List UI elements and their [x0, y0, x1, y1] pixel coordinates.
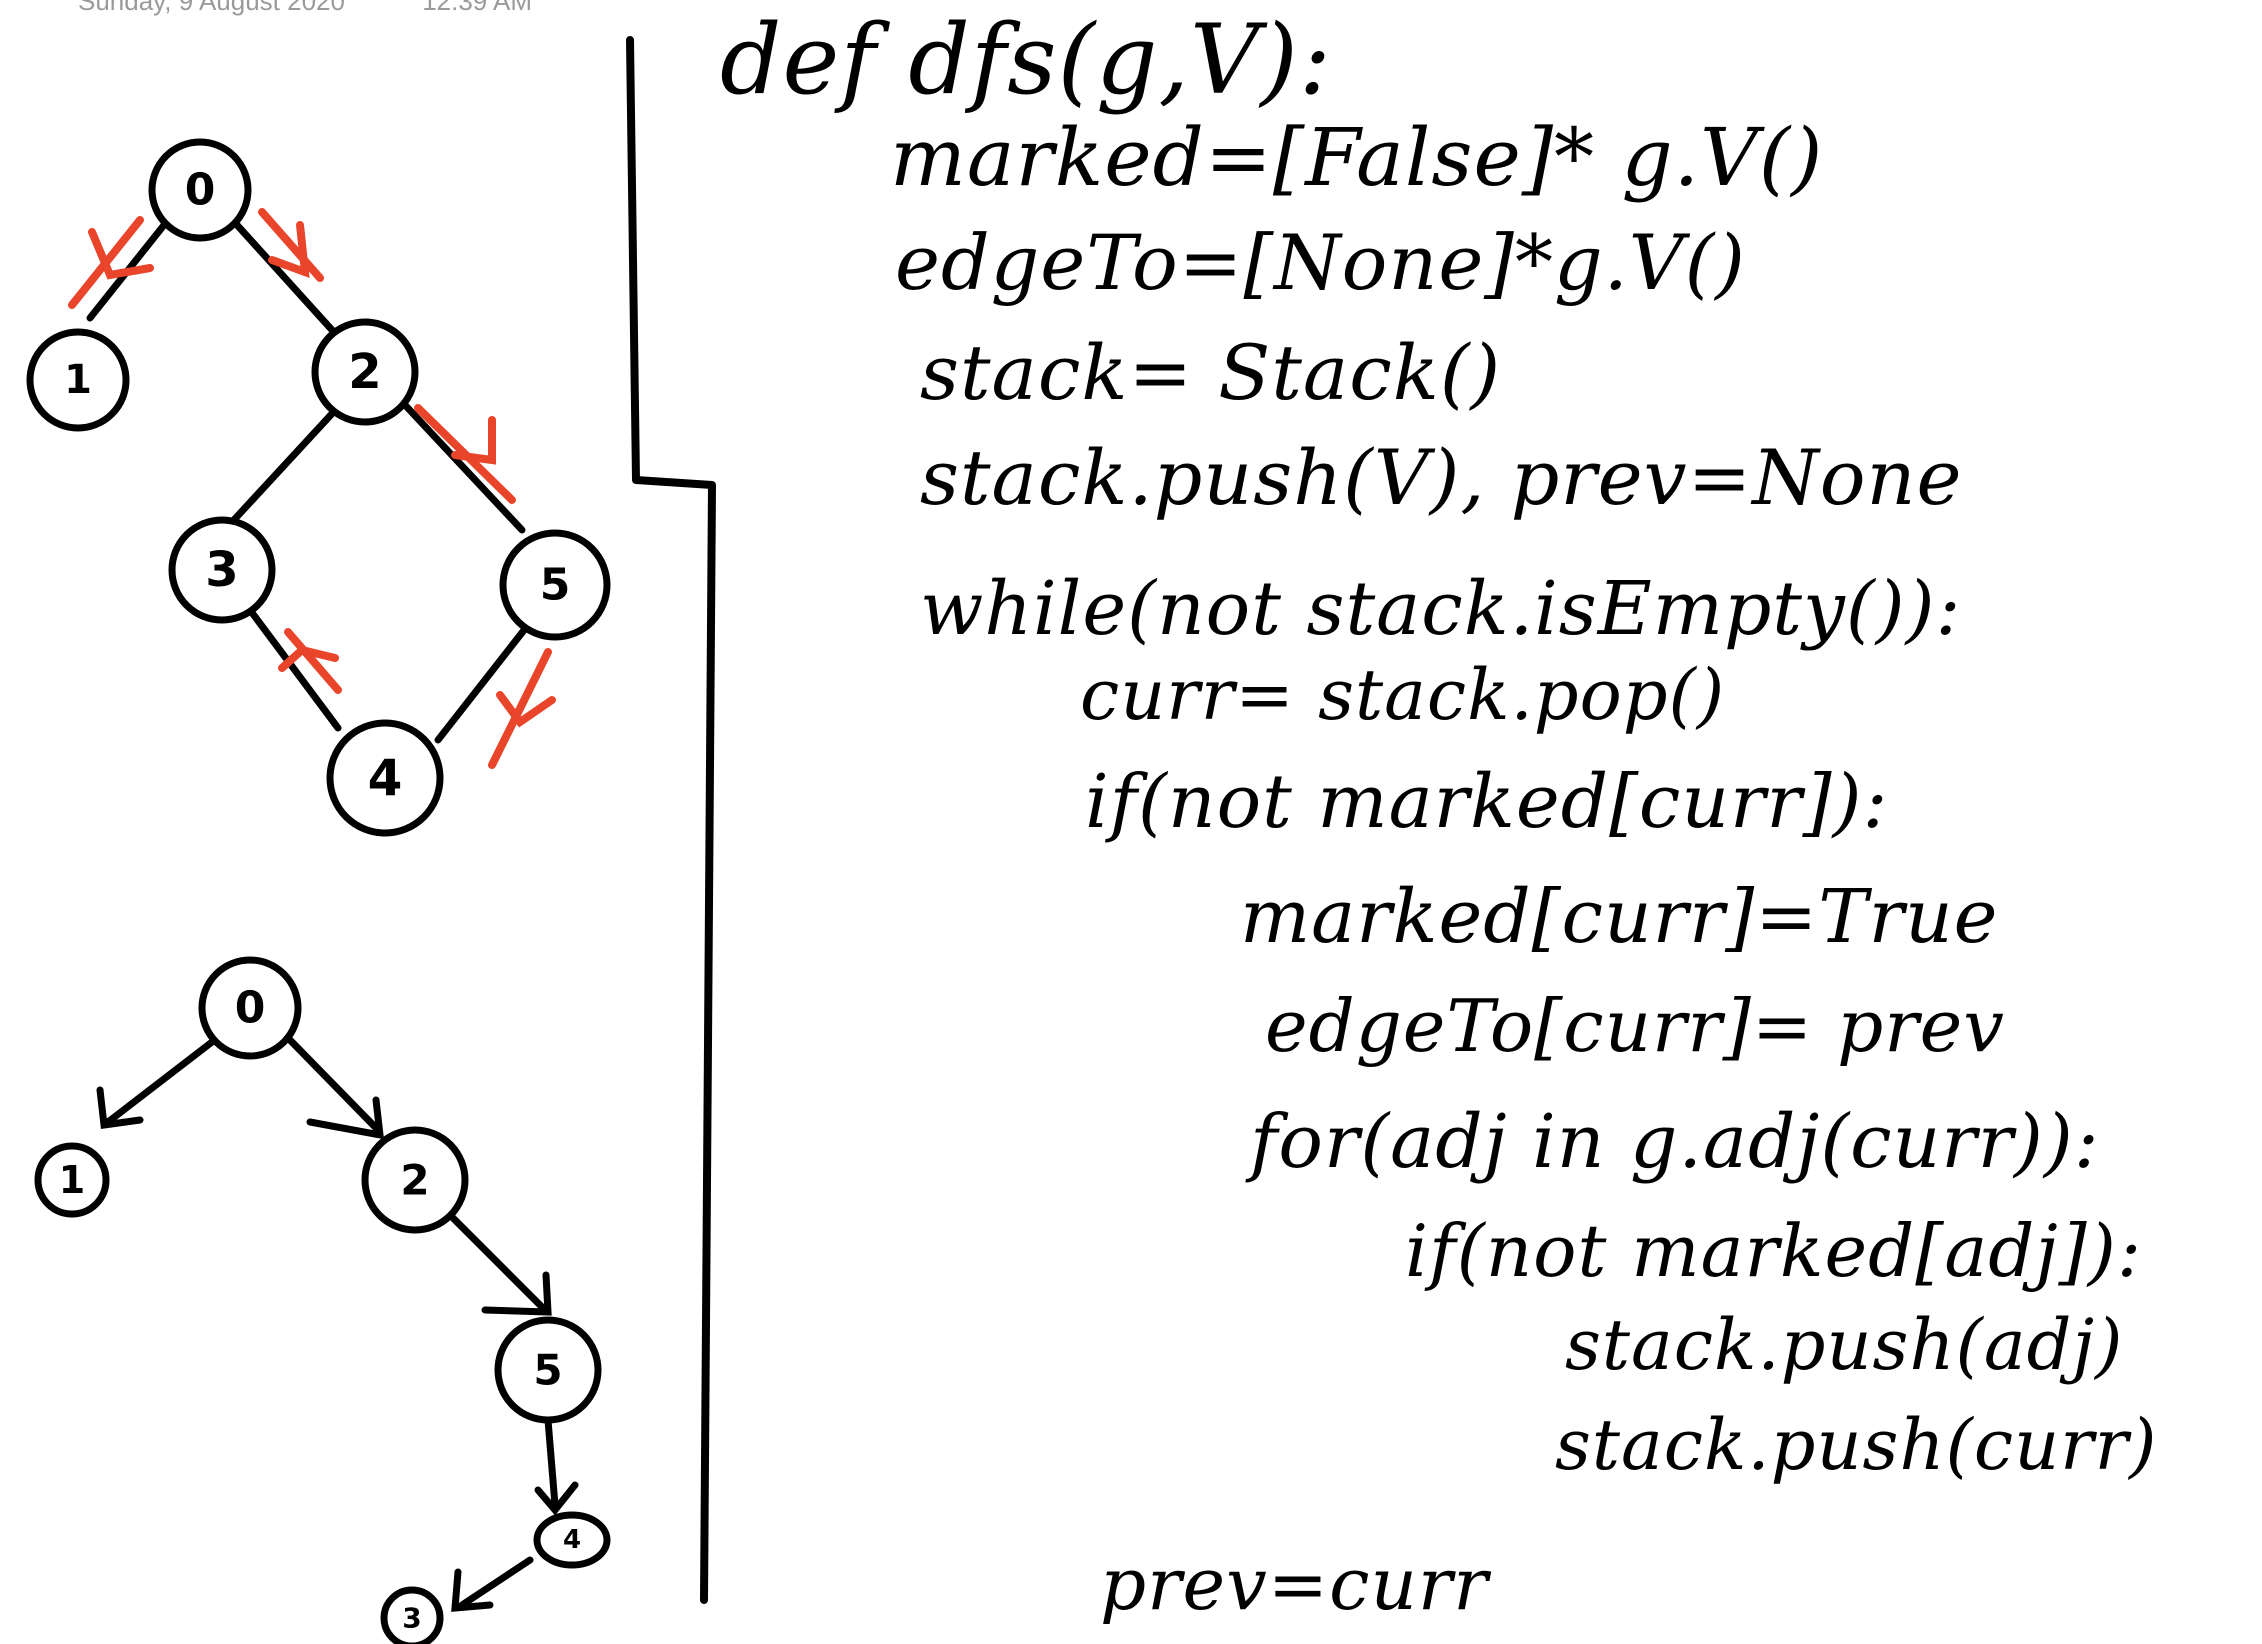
top-edge-5-4 — [434, 621, 532, 744]
top-node-0-label: 0 — [185, 165, 216, 216]
bottom-arrowhead-0-1 — [96, 1086, 144, 1129]
top-node-3: 3 — [168, 516, 276, 624]
code-line-15: prev=curr — [1100, 1542, 1489, 1626]
bottom-graph: 0 1 2 5 4 3 — [34, 956, 611, 1644]
red-arrow-5-4 — [488, 648, 552, 769]
top-node-0: 0 — [148, 138, 252, 242]
bottom-node-4-label: 4 — [563, 1525, 581, 1555]
bottom-node-2-label: 2 — [400, 1156, 429, 1205]
bottom-arrowhead-2-5 — [481, 1271, 552, 1316]
bottom-arrowhead-4-3 — [451, 1568, 494, 1612]
bottom-node-1-label: 1 — [59, 1158, 85, 1202]
bottom-node-3-label: 3 — [402, 1602, 421, 1635]
top-edge-0-1 — [86, 211, 176, 322]
red-arrowhead-0-1 — [88, 228, 154, 280]
red-arrow-4-3 — [284, 628, 342, 694]
red-arrowhead-5-4 — [496, 691, 556, 728]
code-line-4: stack= Stack() — [920, 328, 1502, 417]
top-edge-0-2 — [224, 211, 336, 334]
bottom-node-3: 3 — [380, 1586, 444, 1644]
code-line-12: if(not marked[adj]): — [1405, 1209, 2143, 1293]
top-graph: 0 1 2 3 5 4 — [26, 138, 611, 837]
note-header: Sunday, 9 August 2020 12:39 AM — [78, 0, 532, 17]
note-date: Sunday, 9 August 2020 — [78, 0, 345, 16]
top-node-4: 4 — [326, 719, 444, 837]
bottom-edge-0-2 — [286, 1036, 382, 1134]
code-line-8: if(not marked[curr]): — [1085, 759, 1889, 845]
code-line-9: marked[curr]=True — [1240, 874, 1999, 960]
bottom-arrowhead-0-2 — [306, 1096, 385, 1140]
divider-line — [626, 36, 716, 1604]
code-line-5: stack.push(V), prev=None — [920, 433, 1963, 522]
code-line-14: stack.push(curr) — [1555, 1404, 2158, 1486]
top-node-2-label: 2 — [348, 344, 381, 400]
code-line-6: while(not stack.isEmpty()): — [920, 566, 1962, 652]
code-line-13: stack.push(adj) — [1565, 1304, 2124, 1386]
top-node-3-label: 3 — [205, 542, 238, 598]
bottom-node-5-label: 5 — [533, 1346, 562, 1395]
bottom-edge-0-1 — [104, 1038, 216, 1126]
note-time: 12:39 AM — [422, 0, 533, 16]
red-arrowhead-0-2 — [268, 221, 310, 278]
bottom-edge-2-5 — [446, 1211, 549, 1314]
code-line-11: for(adj in g.adj(curr)): — [1250, 1099, 2100, 1185]
top-node-5: 5 — [499, 529, 611, 641]
top-edge-2-5 — [401, 401, 526, 534]
bottom-edge-5-4 — [544, 1416, 559, 1509]
top-traversal-arrows — [68, 208, 556, 769]
red-arrowhead-4-3 — [278, 645, 339, 672]
bottom-node-2: 2 — [361, 1126, 469, 1234]
bottom-node-0: 0 — [198, 956, 302, 1060]
code-line-7: curr= stack.pop() — [1080, 654, 1726, 736]
red-arrowhead-2-5 — [451, 416, 496, 465]
top-edge-2-3 — [228, 401, 344, 526]
red-arrow-0-2 — [258, 208, 324, 282]
top-node-1: 1 — [26, 328, 130, 432]
bottom-node-0-label: 0 — [235, 983, 266, 1034]
bottom-node-1: 1 — [34, 1142, 110, 1218]
top-node-1-label: 1 — [64, 357, 92, 403]
bottom-arrowhead-5-4 — [534, 1481, 579, 1516]
bottom-edge-4-3 — [458, 1556, 534, 1609]
code-line-10: edgeTo[curr]= prev — [1265, 984, 2005, 1068]
top-node-5-label: 5 — [540, 560, 571, 611]
top-node-2: 2 — [311, 318, 419, 426]
code-line-2: marked=[False]* g.V() — [890, 111, 1824, 204]
bottom-node-4: 4 — [533, 1511, 611, 1569]
top-edge-3-4 — [246, 606, 342, 732]
top-node-4-label: 4 — [368, 749, 403, 807]
bottom-node-5: 5 — [494, 1316, 602, 1424]
code-line-3: edgeTo=[None]*g.V() — [895, 218, 1746, 307]
code-line-1: def dfs(g,V): — [720, 4, 1333, 116]
